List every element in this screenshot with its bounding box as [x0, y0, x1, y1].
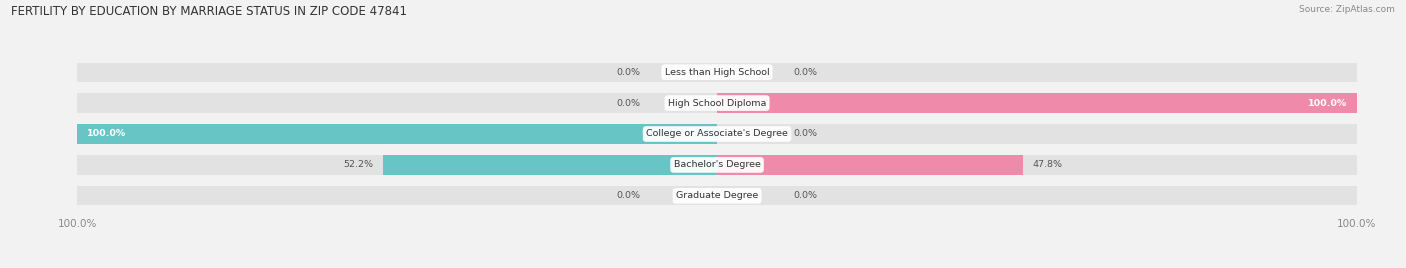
Bar [717, 186, 1357, 206]
Text: 0.0%: 0.0% [794, 129, 818, 139]
Text: 0.0%: 0.0% [616, 191, 640, 200]
Bar [717, 155, 1022, 174]
Bar [77, 94, 717, 113]
Bar [717, 155, 1357, 174]
Bar [717, 124, 1357, 144]
Bar [717, 94, 1357, 113]
Bar [382, 155, 717, 174]
Bar [77, 62, 717, 82]
Text: 0.0%: 0.0% [794, 191, 818, 200]
Bar [77, 124, 717, 144]
Bar [717, 94, 1357, 113]
Text: 0.0%: 0.0% [616, 99, 640, 107]
Bar [77, 186, 717, 206]
Text: Less than High School: Less than High School [665, 68, 769, 77]
Bar [717, 62, 1357, 82]
Bar [77, 155, 717, 174]
Text: Bachelor's Degree: Bachelor's Degree [673, 161, 761, 169]
Text: 100.0%: 100.0% [1308, 99, 1347, 107]
Text: 100.0%: 100.0% [87, 129, 127, 139]
Text: 0.0%: 0.0% [616, 68, 640, 77]
Text: High School Diploma: High School Diploma [668, 99, 766, 107]
Text: Graduate Degree: Graduate Degree [676, 191, 758, 200]
Text: College or Associate's Degree: College or Associate's Degree [647, 129, 787, 139]
Text: 52.2%: 52.2% [343, 161, 374, 169]
Text: 0.0%: 0.0% [794, 68, 818, 77]
Text: Source: ZipAtlas.com: Source: ZipAtlas.com [1299, 5, 1395, 14]
Text: FERTILITY BY EDUCATION BY MARRIAGE STATUS IN ZIP CODE 47841: FERTILITY BY EDUCATION BY MARRIAGE STATU… [11, 5, 408, 18]
Bar [77, 124, 717, 144]
Text: 47.8%: 47.8% [1032, 161, 1063, 169]
